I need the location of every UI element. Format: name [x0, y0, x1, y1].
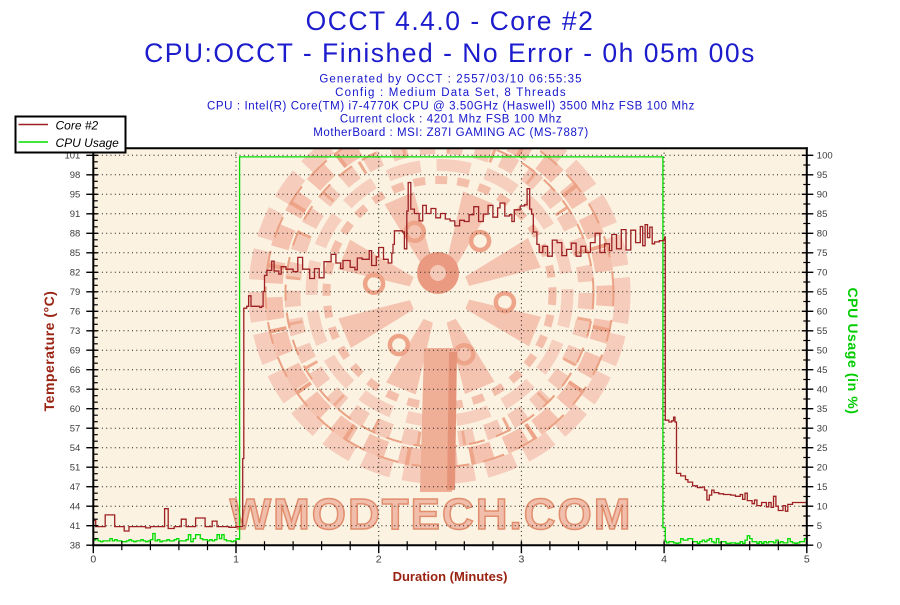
svg-text:20: 20 — [817, 463, 828, 474]
svg-text:95: 95 — [70, 190, 81, 201]
svg-text:98: 98 — [70, 170, 81, 181]
svg-text:50: 50 — [817, 346, 828, 357]
svg-text:CPU : Intel(R) Core(TM) i7-477: CPU : Intel(R) Core(TM) i7-4770K CPU @ 3… — [207, 100, 695, 112]
svg-text:5: 5 — [804, 554, 810, 566]
svg-text:80: 80 — [817, 229, 828, 240]
svg-text:51: 51 — [70, 463, 81, 474]
svg-text:Core #2: Core #2 — [56, 119, 99, 133]
svg-text:82: 82 — [70, 268, 81, 279]
svg-text:44: 44 — [70, 502, 81, 513]
svg-text:2: 2 — [376, 554, 382, 566]
svg-text:69: 69 — [70, 346, 81, 357]
svg-text:1: 1 — [233, 554, 239, 566]
svg-text:3: 3 — [518, 554, 524, 566]
svg-text:38: 38 — [70, 541, 81, 552]
svg-text:Duration (Minutes): Duration (Minutes) — [393, 569, 508, 584]
svg-text:15: 15 — [817, 482, 828, 493]
svg-text:40: 40 — [817, 385, 828, 396]
svg-text:65: 65 — [817, 287, 828, 298]
svg-text:35: 35 — [817, 404, 828, 415]
svg-text:60: 60 — [817, 307, 828, 318]
svg-text:4: 4 — [661, 554, 667, 566]
svg-text:WMODTECH.COM: WMODTECH.COM — [230, 490, 633, 539]
svg-text:30: 30 — [817, 424, 828, 435]
svg-text:CPU:OCCT - Finished - No Error: CPU:OCCT - Finished - No Error - 0h 05m … — [144, 38, 756, 68]
svg-text:79: 79 — [70, 287, 81, 298]
svg-text:10: 10 — [817, 502, 828, 513]
svg-text:Current clock : 4201 Mhz FSB 1: Current clock : 4201 Mhz FSB 100 Mhz — [340, 114, 562, 126]
svg-text:MotherBoard : MSI: Z87I GAMING: MotherBoard : MSI: Z87I GAMING AC (MS-78… — [313, 127, 588, 139]
svg-text:45: 45 — [817, 365, 828, 376]
svg-text:88: 88 — [70, 229, 81, 240]
svg-text:60: 60 — [70, 404, 81, 415]
svg-text:95: 95 — [817, 170, 828, 181]
svg-text:70: 70 — [817, 268, 828, 279]
svg-text:Temperature (°C): Temperature (°C) — [41, 291, 57, 412]
svg-text:66: 66 — [70, 365, 81, 376]
svg-text:90: 90 — [817, 190, 828, 201]
svg-text:101: 101 — [64, 151, 80, 162]
svg-text:OCCT 4.4.0 - Core #2: OCCT 4.4.0 - Core #2 — [306, 6, 595, 36]
svg-text:76: 76 — [70, 307, 81, 318]
svg-text:25: 25 — [817, 443, 828, 454]
svg-text:100: 100 — [817, 151, 833, 162]
svg-text:0: 0 — [817, 541, 822, 552]
svg-text:75: 75 — [817, 248, 828, 259]
svg-text:Generated by OCCT : 2557/03/10: Generated by OCCT : 2557/03/10 06:55:35 — [319, 74, 582, 86]
svg-text:73: 73 — [70, 326, 81, 337]
svg-text:CPU Usage (in %): CPU Usage (in %) — [845, 287, 861, 414]
svg-text:CPU Usage: CPU Usage — [56, 136, 120, 150]
svg-text:57: 57 — [70, 424, 81, 435]
svg-text:5: 5 — [817, 521, 822, 532]
svg-text:91: 91 — [70, 209, 81, 220]
svg-text:63: 63 — [70, 385, 81, 396]
svg-text:55: 55 — [817, 326, 828, 337]
svg-text:47: 47 — [70, 482, 81, 493]
svg-text:0: 0 — [90, 554, 96, 566]
svg-text:Config : Medium Data Set, 8 Th: Config : Medium Data Set, 8 Threads — [335, 87, 567, 99]
svg-text:85: 85 — [70, 248, 81, 259]
svg-text:54: 54 — [70, 443, 81, 454]
svg-text:85: 85 — [817, 209, 828, 220]
svg-text:41: 41 — [70, 521, 81, 532]
